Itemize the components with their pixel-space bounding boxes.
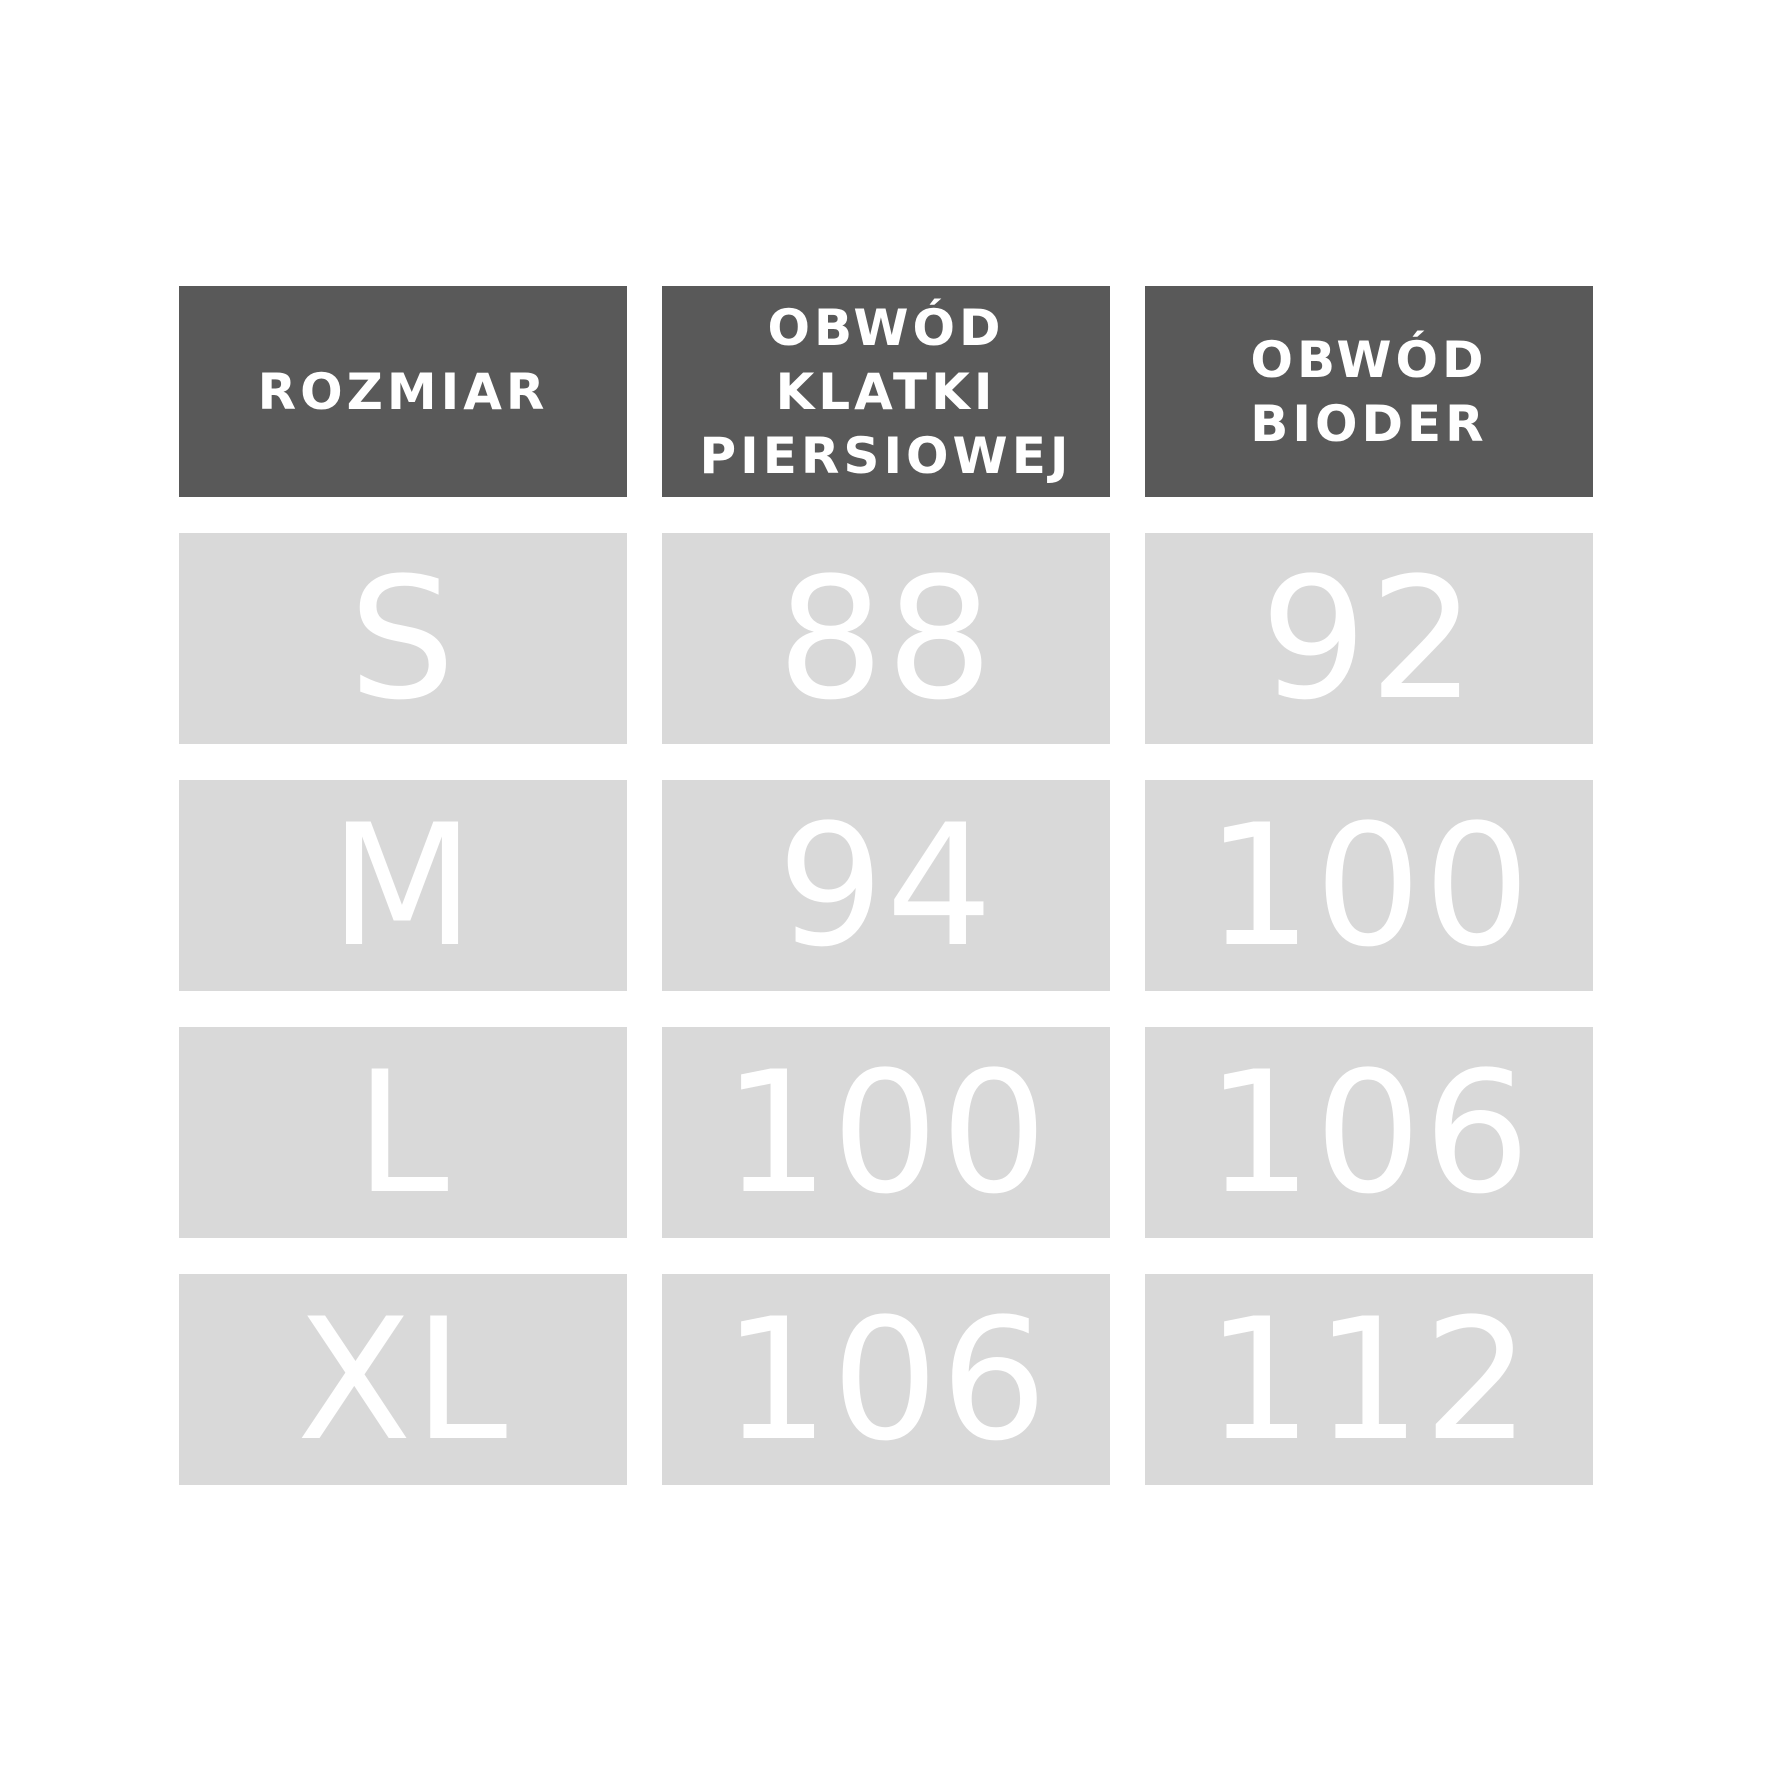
cell-size: XL	[179, 1274, 627, 1485]
cell-chest: 100	[662, 1027, 1110, 1238]
cell-hips: 100	[1145, 780, 1593, 991]
cell-size: M	[179, 780, 627, 991]
cell-hips: 112	[1145, 1274, 1593, 1485]
cell-hips: 92	[1145, 533, 1593, 744]
header-hips: OBWÓD BIODER	[1145, 286, 1593, 497]
cell-chest: 106	[662, 1274, 1110, 1485]
size-chart-table: ROZMIAR OBWÓD KLATKI PIERSIOWEJ OBWÓD BI…	[179, 286, 1593, 1485]
cell-hips: 106	[1145, 1027, 1593, 1238]
cell-chest: 88	[662, 533, 1110, 744]
header-size: ROZMIAR	[179, 286, 627, 497]
header-chest: OBWÓD KLATKI PIERSIOWEJ	[662, 286, 1110, 497]
cell-size: L	[179, 1027, 627, 1238]
cell-chest: 94	[662, 780, 1110, 991]
cell-size: S	[179, 533, 627, 744]
